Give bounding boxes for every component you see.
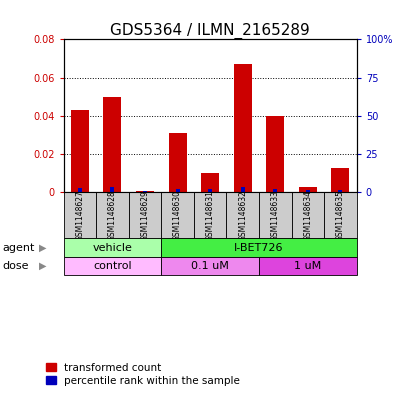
- Bar: [266, 116, 283, 193]
- Text: dose: dose: [2, 261, 29, 271]
- Bar: [305, 190, 309, 193]
- Bar: [258, 193, 291, 238]
- Bar: [273, 189, 276, 193]
- Bar: [330, 167, 348, 193]
- Bar: [96, 193, 128, 238]
- Bar: [161, 257, 258, 275]
- Text: ▶: ▶: [39, 242, 46, 253]
- Bar: [240, 187, 244, 193]
- Bar: [324, 193, 356, 238]
- Bar: [63, 238, 161, 257]
- Bar: [298, 187, 316, 193]
- Bar: [63, 193, 96, 238]
- Bar: [168, 133, 186, 193]
- Bar: [161, 193, 193, 238]
- Text: vehicle: vehicle: [92, 242, 132, 253]
- Title: GDS5364 / ILMN_2165289: GDS5364 / ILMN_2165289: [110, 23, 309, 39]
- Text: GSM1148634: GSM1148634: [303, 190, 312, 241]
- Text: GSM1148627: GSM1148627: [75, 190, 84, 241]
- Bar: [110, 187, 114, 193]
- Bar: [143, 191, 146, 193]
- Legend: transformed count, percentile rank within the sample: transformed count, percentile rank withi…: [46, 363, 239, 386]
- Bar: [337, 190, 342, 193]
- Text: GSM1148632: GSM1148632: [238, 190, 247, 241]
- Text: GSM1148630: GSM1148630: [173, 190, 182, 241]
- Text: GSM1148628: GSM1148628: [108, 190, 117, 241]
- Text: 0.1 uM: 0.1 uM: [191, 261, 229, 271]
- Bar: [258, 257, 356, 275]
- Bar: [201, 173, 218, 193]
- Bar: [161, 238, 356, 257]
- Text: GSM1148633: GSM1148633: [270, 190, 279, 241]
- Bar: [128, 193, 161, 238]
- Text: 1 uM: 1 uM: [294, 261, 321, 271]
- Bar: [233, 64, 251, 193]
- Bar: [78, 188, 82, 193]
- Bar: [136, 191, 153, 193]
- Bar: [71, 110, 89, 193]
- Text: GSM1148629: GSM1148629: [140, 190, 149, 241]
- Text: agent: agent: [2, 242, 34, 253]
- Bar: [226, 193, 258, 238]
- Bar: [103, 97, 121, 193]
- Text: I-BET726: I-BET726: [234, 242, 283, 253]
- Bar: [291, 193, 324, 238]
- Text: GSM1148631: GSM1148631: [205, 190, 214, 241]
- Bar: [63, 257, 161, 275]
- Text: ▶: ▶: [39, 261, 46, 271]
- Text: GSM1148635: GSM1148635: [335, 190, 344, 241]
- Bar: [208, 189, 211, 193]
- Bar: [193, 193, 226, 238]
- Text: control: control: [93, 261, 131, 271]
- Bar: [175, 189, 179, 193]
